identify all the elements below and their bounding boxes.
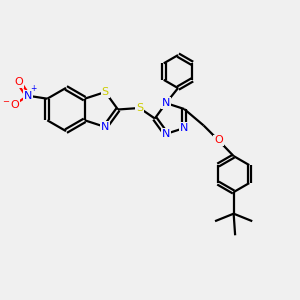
Text: N: N	[162, 98, 170, 108]
Text: +: +	[31, 84, 37, 93]
Text: O: O	[14, 77, 23, 87]
Text: O: O	[214, 136, 223, 146]
Text: N: N	[101, 122, 110, 132]
Text: O: O	[10, 100, 19, 110]
Text: N: N	[162, 129, 170, 139]
Text: −: −	[2, 97, 9, 106]
Text: N: N	[180, 123, 188, 133]
Text: N: N	[24, 91, 32, 101]
Text: S: S	[136, 103, 143, 113]
Text: S: S	[102, 87, 109, 97]
